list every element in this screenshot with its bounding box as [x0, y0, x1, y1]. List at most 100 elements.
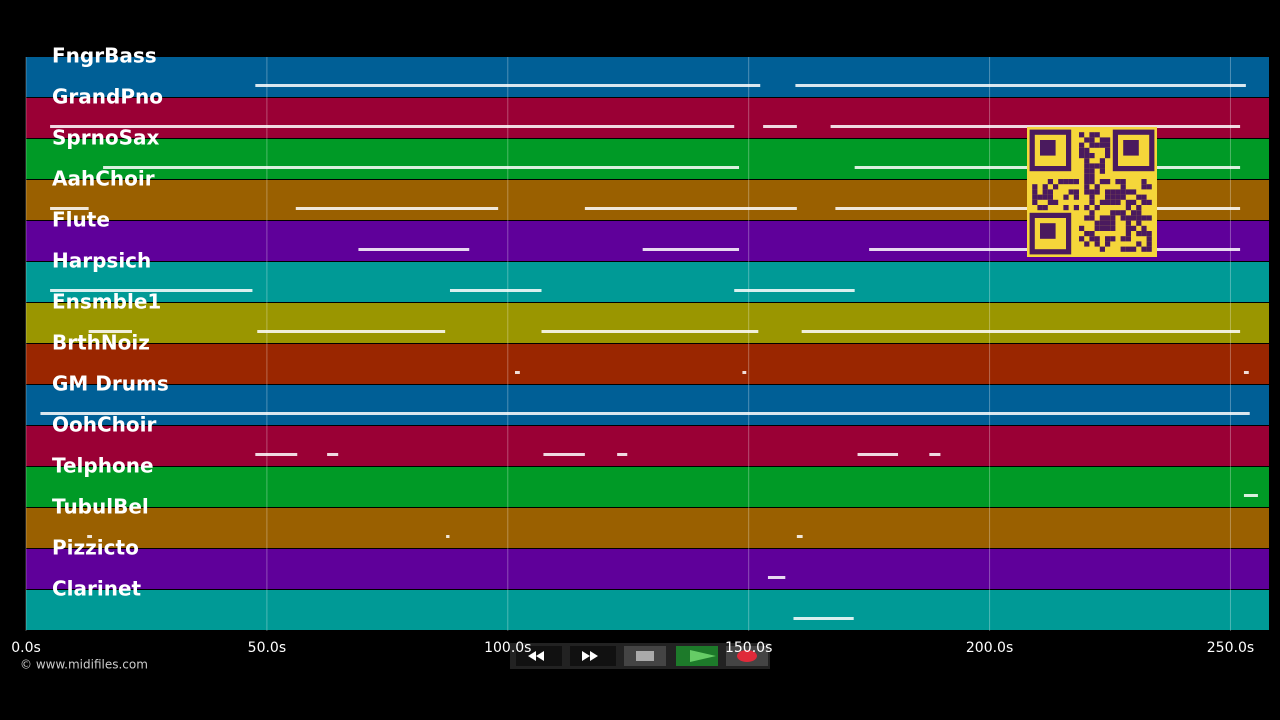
qr-cell	[1136, 220, 1142, 226]
x-tick-label: 200.0s	[966, 640, 1013, 656]
track-label: Harpsich	[52, 249, 151, 273]
qr-cell	[1084, 153, 1090, 159]
qr-cell	[1105, 189, 1111, 195]
qr-cell	[1099, 215, 1105, 221]
note-span	[103, 166, 740, 169]
qr-cell	[1063, 179, 1069, 185]
track-band	[26, 262, 1269, 302]
qr-cell	[1094, 225, 1100, 231]
qr-cell	[1063, 194, 1069, 200]
qr-cell	[1105, 194, 1111, 200]
note-span	[857, 453, 899, 456]
note-span	[449, 289, 542, 292]
qr-cell	[1084, 184, 1090, 190]
note-span	[88, 330, 132, 333]
qr-cell	[1079, 147, 1085, 153]
qr-cell	[1079, 132, 1085, 138]
qr-cell	[1042, 189, 1048, 195]
qr-cell	[1079, 142, 1085, 148]
note-span	[617, 453, 628, 456]
qr-cell	[1120, 189, 1126, 195]
track-label: SprnoSax	[52, 126, 159, 150]
note-span	[327, 453, 339, 456]
record-button[interactable]	[726, 646, 768, 666]
qr-cell	[1131, 225, 1137, 231]
qr-cell	[1042, 184, 1048, 190]
qr-cell	[1110, 220, 1116, 226]
qr-cell	[1032, 189, 1038, 195]
qr-cell	[1141, 246, 1147, 252]
qr-cell	[1115, 189, 1121, 195]
qr-cell	[1058, 179, 1064, 185]
qr-cell	[1089, 210, 1095, 216]
stop-button[interactable]	[624, 646, 666, 666]
qr-cell	[1084, 215, 1090, 221]
qr-finder	[1123, 140, 1139, 156]
qr-cell	[1084, 173, 1090, 179]
qr-cell	[1110, 225, 1116, 231]
qr-cell	[1094, 236, 1100, 242]
note-span	[543, 453, 585, 456]
qr-cell	[1105, 142, 1111, 148]
qr-cell	[1125, 205, 1131, 211]
qr-cell	[1089, 132, 1095, 138]
track-label: Telphone	[52, 454, 154, 478]
track-label: OohChoir	[52, 413, 156, 437]
track-band	[26, 467, 1269, 507]
qr-finder	[1112, 129, 1155, 172]
note-span	[255, 453, 298, 456]
qr-finder	[1029, 129, 1072, 172]
grid	[25, 57, 1231, 631]
qr-cell	[1089, 215, 1095, 221]
qr-cell	[1084, 241, 1090, 247]
track-label: TubulBel	[52, 495, 149, 519]
qr-cell	[1131, 189, 1137, 195]
transport-controls	[510, 643, 770, 669]
note-span	[929, 453, 941, 456]
qr-cell	[1141, 194, 1147, 200]
qr-cell	[1141, 225, 1147, 231]
qr-cell	[1105, 241, 1111, 247]
qr-cell	[1089, 194, 1095, 200]
note-span	[255, 84, 761, 87]
qr-cell	[1136, 241, 1142, 247]
qr-cell	[1089, 231, 1095, 237]
note-span	[257, 330, 446, 333]
qr-cell	[1105, 147, 1111, 153]
track-label: AahChoir	[52, 167, 155, 191]
qr-cell	[1136, 231, 1142, 237]
track-band	[26, 508, 1269, 548]
qr-cell	[1037, 205, 1043, 211]
note-span	[793, 617, 854, 620]
qr-cell	[1115, 179, 1121, 185]
track-label: Flute	[52, 208, 110, 232]
qr-cell	[1105, 215, 1111, 221]
qr-cell	[1084, 163, 1090, 169]
x-tick-label: 50.0s	[248, 640, 286, 656]
qr-cell	[1115, 210, 1121, 216]
qr-cell	[1084, 168, 1090, 174]
qr-cell	[1089, 236, 1095, 242]
qr-cell	[1131, 210, 1137, 216]
qr-cell	[1084, 147, 1090, 153]
track-band	[26, 344, 1269, 384]
qr-cell	[1146, 236, 1152, 242]
qr-cell	[1089, 199, 1095, 205]
track-band	[26, 590, 1269, 630]
x-tick-label: 250.0s	[1207, 640, 1254, 656]
rewind-button[interactable]	[516, 646, 562, 666]
note-span	[795, 84, 1246, 87]
qr-cell	[1079, 236, 1085, 242]
forward-button[interactable]	[570, 646, 616, 666]
qr-cell	[1094, 163, 1100, 169]
note-span	[742, 371, 747, 374]
qr-cell	[1032, 199, 1038, 205]
qr-cell	[1073, 205, 1079, 211]
qr-cell	[1125, 199, 1131, 205]
qr-cell	[1110, 189, 1116, 195]
qr-cell	[1068, 179, 1074, 185]
qr-cell	[1047, 189, 1053, 195]
qr-cell	[1084, 158, 1090, 164]
play-button[interactable]	[676, 646, 718, 666]
qr-cell	[1089, 137, 1095, 143]
